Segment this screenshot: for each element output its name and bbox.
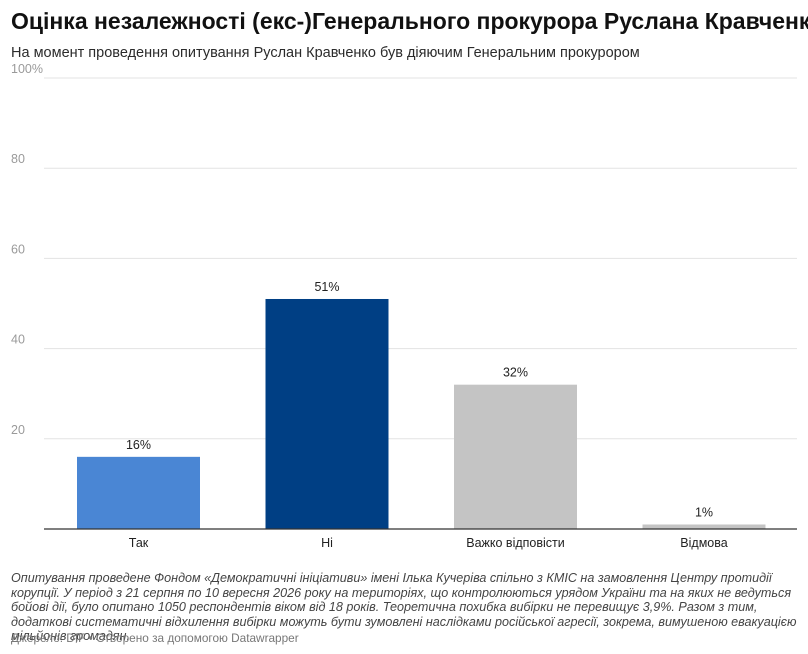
bar [265, 298, 389, 529]
category-label: Ні [321, 536, 333, 550]
source-footer: Джерело: DIF • Створено за допомогою Dat… [11, 631, 299, 645]
category-label: Важко відповісти [466, 536, 565, 550]
category-label: Так [129, 536, 149, 550]
chart-subtitle: На момент проведення опитування Руслан К… [11, 45, 640, 61]
category-label: Відмова [680, 536, 727, 550]
bar-value-label: 32% [503, 366, 528, 380]
bar [642, 524, 766, 529]
bar-value-label: 16% [126, 438, 151, 452]
y-tick-label: 80 [11, 152, 25, 166]
y-tick-label: 100% [11, 62, 43, 76]
bar [77, 456, 200, 529]
bar-value-label: 51% [314, 280, 339, 294]
survey-notes: Опитування проведене Фондом «Демократичн… [11, 571, 797, 644]
chart-title: Оцінка незалежності (екс-)Генерального п… [11, 8, 808, 34]
y-tick-label: 40 [11, 333, 25, 347]
bar-value-label: 1% [695, 505, 713, 519]
y-tick-label: 60 [11, 242, 25, 256]
bar [454, 384, 577, 529]
bar-chart: 20 40 60 80 100% 16% Так 51% Ні 32% Важко відповіс… [11, 62, 797, 550]
y-tick-label: 20 [11, 423, 25, 437]
